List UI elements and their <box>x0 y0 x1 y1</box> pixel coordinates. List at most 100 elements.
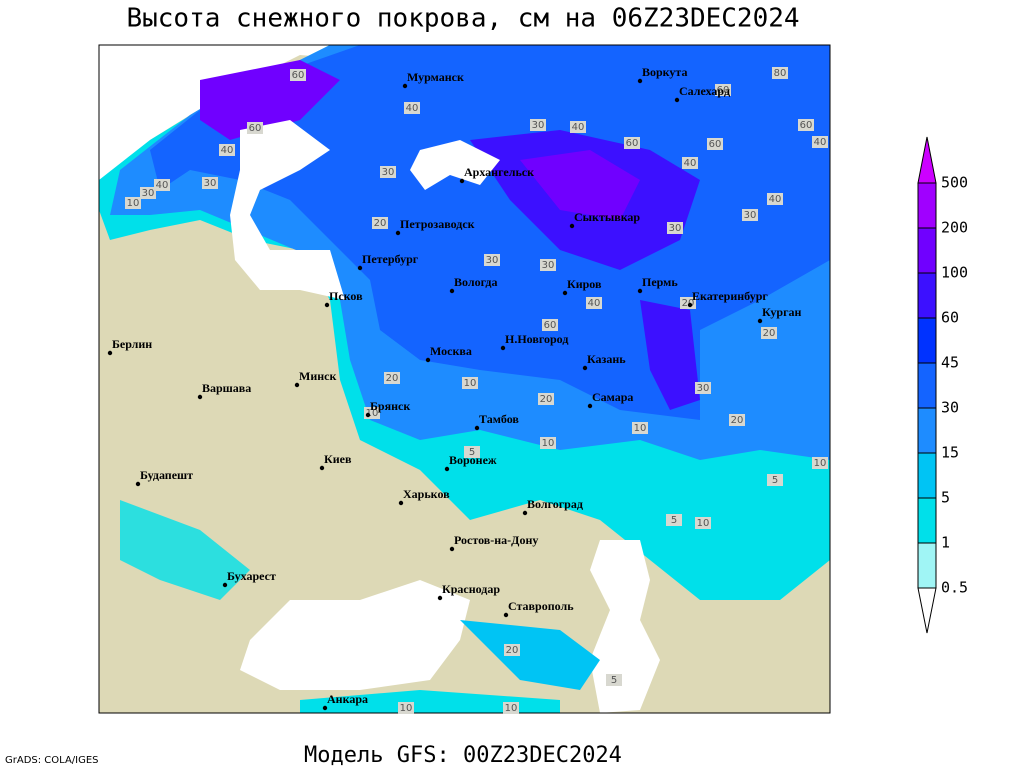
contour-label-box <box>606 674 622 686</box>
city-dot <box>500 345 506 351</box>
city-dot <box>324 302 330 308</box>
city-dot <box>582 365 588 371</box>
city-dot <box>459 178 465 184</box>
contour-label-box <box>667 222 683 234</box>
contour-label-box <box>542 319 558 331</box>
colorbar-label: 0.5 <box>941 579 968 597</box>
colorbar-label: 45 <box>941 354 959 372</box>
contour-label-box <box>398 702 414 714</box>
contour-label: 10 <box>634 423 647 434</box>
city-label: Минск <box>299 369 336 383</box>
contour-label-box <box>140 187 156 199</box>
contour-label: 10 <box>814 458 827 469</box>
contour-label-box <box>247 122 263 134</box>
city-dot <box>757 318 763 324</box>
city-label: Н.Новгород <box>505 332 568 346</box>
contour-label: 10 <box>464 378 477 389</box>
contour-label-box <box>540 259 556 271</box>
city-dot <box>294 382 300 388</box>
city-dot <box>322 705 328 711</box>
city-label: Екатеринбург <box>692 289 768 303</box>
contour-label-box <box>812 457 828 469</box>
city-label: Берлин <box>112 337 152 351</box>
city-label: Варшава <box>202 381 251 395</box>
city-label: Вологда <box>454 275 498 289</box>
contour-label: 30 <box>204 178 217 189</box>
contour-label-box <box>767 474 783 486</box>
contour-label: 40 <box>221 145 234 156</box>
city-dot <box>587 403 593 409</box>
contour-label: 20 <box>682 298 695 309</box>
colorbar-label: 60 <box>941 309 959 327</box>
contour-label: 40 <box>684 158 697 169</box>
city-dot <box>637 288 643 294</box>
contour-label-box <box>798 119 814 131</box>
contour-label: 10 <box>542 438 555 449</box>
contour-label-box <box>384 372 400 384</box>
city-dot <box>474 425 480 431</box>
contour-label: 30 <box>744 210 757 221</box>
contour-label-box <box>812 136 828 148</box>
colorbar-label: 5 <box>941 489 950 507</box>
contour-label: 20 <box>763 328 776 339</box>
contour-label: 30 <box>542 260 555 271</box>
contour-label: 30 <box>382 167 395 178</box>
contour-label-box <box>538 393 554 405</box>
city-label: Псков <box>329 289 363 303</box>
map-frame <box>98 44 831 714</box>
contour-label: 10 <box>366 408 379 419</box>
city-dot <box>674 97 680 103</box>
colorbar-label: 200 <box>941 219 968 237</box>
contour-label: 5 <box>671 515 677 526</box>
contour-label-box <box>729 414 745 426</box>
colorbar-label: 100 <box>941 264 968 282</box>
contour-label-box <box>380 166 396 178</box>
contour-label: 40 <box>572 122 585 133</box>
city-dot <box>222 582 228 588</box>
contour-label: 40 <box>814 137 827 148</box>
contour-label: 30 <box>532 120 545 131</box>
contour-label: 10 <box>400 703 413 714</box>
contour-label: 5 <box>469 447 475 458</box>
city-dot <box>365 412 371 418</box>
arctic-ocean <box>99 45 420 180</box>
contour-label: 60 <box>292 70 305 81</box>
city-label: Киров <box>567 277 602 291</box>
contour-label-box <box>707 138 723 150</box>
contour-label: 30 <box>697 383 710 394</box>
contour-label: 30 <box>142 188 155 199</box>
city-dot <box>398 500 404 506</box>
contour-label: 10 <box>697 518 710 529</box>
contour-label: 10 <box>127 198 140 209</box>
snow-caucasus <box>460 620 600 690</box>
colorbar-label: 30 <box>941 399 959 417</box>
city-label: Казань <box>587 352 626 366</box>
contour-label: 5 <box>772 475 778 486</box>
contour-label-box <box>154 179 170 191</box>
contour-label: 80 <box>774 68 787 79</box>
contour-label-box <box>404 102 420 114</box>
contour-label-box <box>695 382 711 394</box>
contour-label: 40 <box>156 180 169 191</box>
snow-100 <box>520 150 640 220</box>
contour-label-box <box>570 121 586 133</box>
contour-label-box <box>624 137 640 149</box>
contour-label-box <box>715 84 731 96</box>
colorbar-label: 1 <box>941 534 950 552</box>
contour-label: 60 <box>800 120 813 131</box>
city-label: Харьков <box>403 487 450 501</box>
colorbar-band <box>917 317 937 364</box>
contour-label: 40 <box>588 298 601 309</box>
city-dot <box>425 357 431 363</box>
city-dot <box>107 350 113 356</box>
colorbar-band <box>917 227 937 274</box>
colorbar-band <box>917 452 937 499</box>
city-label: Брянск <box>370 399 410 413</box>
city-dot <box>637 78 643 84</box>
colorbar-band <box>917 497 937 544</box>
contour-label: 40 <box>406 103 419 114</box>
caspian-sea <box>590 540 660 713</box>
contour-label-box <box>125 197 141 209</box>
city-dot <box>503 612 509 618</box>
